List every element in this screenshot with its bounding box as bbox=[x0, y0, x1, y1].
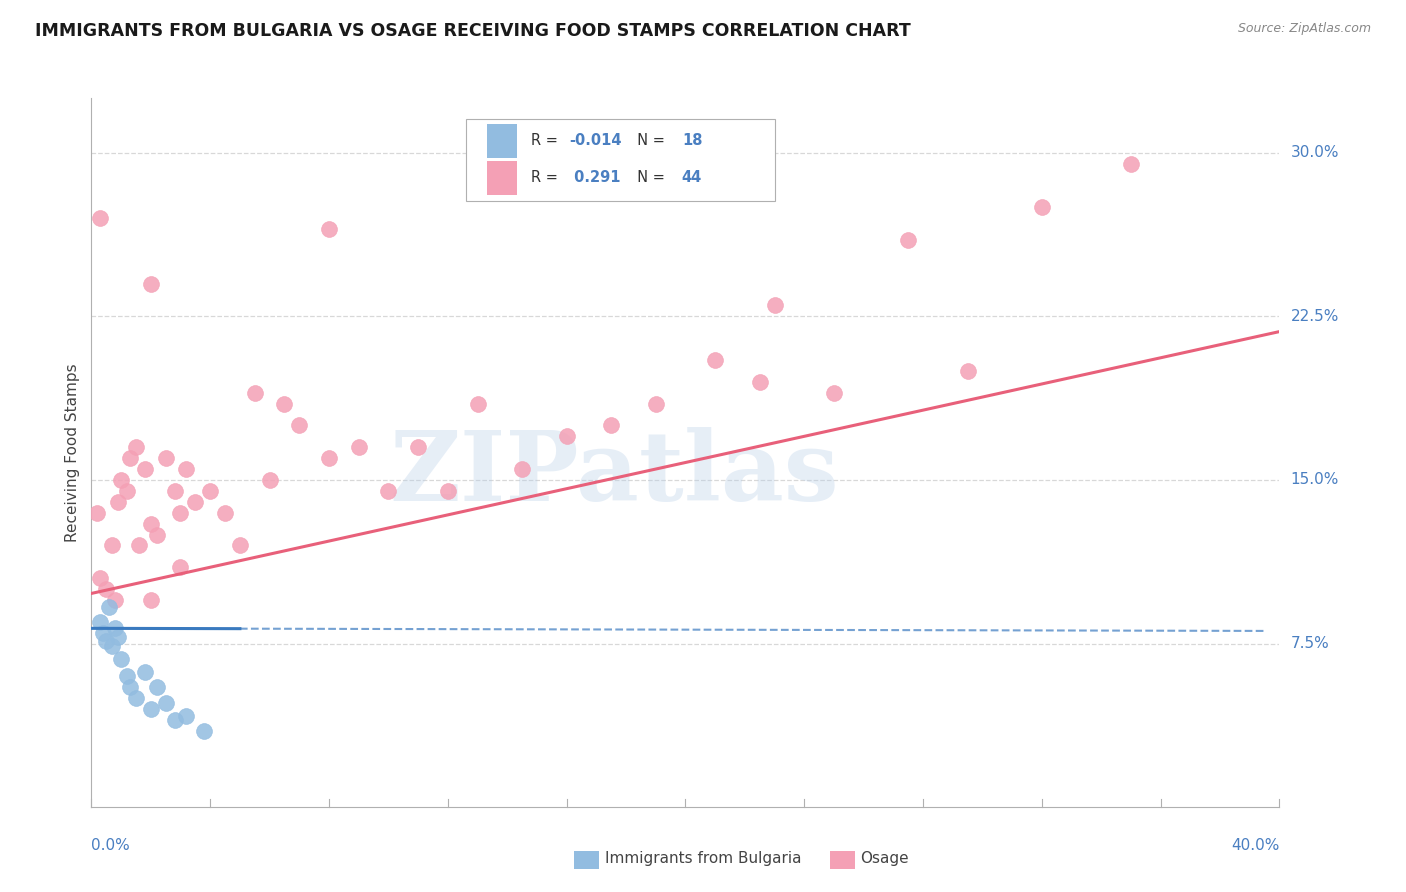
Point bbox=[176, 708, 198, 723]
Point bbox=[134, 462, 156, 476]
FancyBboxPatch shape bbox=[465, 120, 775, 201]
Point bbox=[467, 396, 489, 410]
Point bbox=[139, 277, 162, 291]
Point bbox=[125, 440, 148, 454]
Point bbox=[176, 462, 198, 476]
Text: 40.0%: 40.0% bbox=[1232, 838, 1279, 853]
Text: Osage: Osage bbox=[860, 851, 910, 865]
Point bbox=[118, 680, 141, 694]
Point bbox=[89, 615, 111, 629]
Text: 7.5%: 7.5% bbox=[1291, 636, 1329, 651]
Point bbox=[704, 353, 727, 368]
Point bbox=[96, 634, 118, 648]
Point bbox=[139, 516, 162, 531]
Text: 15.0%: 15.0% bbox=[1291, 473, 1339, 487]
Point bbox=[125, 691, 148, 706]
Text: 0.0%: 0.0% bbox=[91, 838, 131, 853]
Point bbox=[89, 211, 111, 226]
Point bbox=[139, 593, 162, 607]
Point bbox=[115, 483, 138, 498]
Point bbox=[214, 506, 236, 520]
Point bbox=[98, 599, 121, 614]
Point bbox=[104, 621, 127, 635]
Point bbox=[555, 429, 578, 443]
Text: R =: R = bbox=[531, 170, 562, 185]
Point bbox=[318, 222, 340, 236]
Point bbox=[145, 527, 167, 541]
Text: 0.291: 0.291 bbox=[569, 170, 620, 185]
Text: -0.014: -0.014 bbox=[569, 133, 621, 148]
Text: N =: N = bbox=[628, 170, 669, 185]
Point bbox=[101, 538, 124, 552]
Point bbox=[169, 506, 191, 520]
Point bbox=[347, 440, 370, 454]
Text: Source: ZipAtlas.com: Source: ZipAtlas.com bbox=[1237, 22, 1371, 36]
Point bbox=[155, 696, 177, 710]
Text: 18: 18 bbox=[682, 133, 703, 148]
Point bbox=[1119, 156, 1142, 170]
Text: 22.5%: 22.5% bbox=[1291, 309, 1339, 324]
FancyBboxPatch shape bbox=[486, 124, 517, 158]
Text: ZIPatlas: ZIPatlas bbox=[389, 427, 839, 521]
Point bbox=[193, 723, 215, 738]
Point bbox=[169, 560, 191, 574]
Point bbox=[86, 506, 108, 520]
Point bbox=[128, 538, 150, 552]
Text: Immigrants from Bulgaria: Immigrants from Bulgaria bbox=[605, 851, 801, 865]
Point bbox=[229, 538, 252, 552]
Point bbox=[184, 495, 207, 509]
Point bbox=[134, 665, 156, 679]
Point bbox=[510, 462, 533, 476]
Point bbox=[897, 233, 920, 247]
Point bbox=[763, 298, 786, 312]
Point bbox=[110, 473, 132, 487]
Point bbox=[823, 385, 845, 400]
Point bbox=[145, 680, 167, 694]
Text: R =: R = bbox=[531, 133, 562, 148]
Point bbox=[259, 473, 281, 487]
Point bbox=[1031, 200, 1053, 214]
Point bbox=[200, 483, 222, 498]
Point bbox=[273, 396, 295, 410]
Point bbox=[288, 418, 311, 433]
Point bbox=[377, 483, 399, 498]
Point bbox=[118, 451, 141, 466]
Point bbox=[104, 593, 127, 607]
Point bbox=[139, 702, 162, 716]
Point bbox=[318, 451, 340, 466]
Point bbox=[956, 364, 979, 378]
Text: 30.0%: 30.0% bbox=[1291, 145, 1339, 161]
Text: N =: N = bbox=[628, 133, 669, 148]
Y-axis label: Receiving Food Stamps: Receiving Food Stamps bbox=[65, 363, 80, 542]
Point bbox=[644, 396, 666, 410]
Point bbox=[406, 440, 429, 454]
Point bbox=[110, 652, 132, 666]
FancyBboxPatch shape bbox=[486, 161, 517, 194]
Point bbox=[600, 418, 623, 433]
Text: 44: 44 bbox=[682, 170, 702, 185]
Point bbox=[107, 630, 129, 644]
Point bbox=[163, 713, 186, 727]
Point bbox=[163, 483, 186, 498]
Text: IMMIGRANTS FROM BULGARIA VS OSAGE RECEIVING FOOD STAMPS CORRELATION CHART: IMMIGRANTS FROM BULGARIA VS OSAGE RECEIV… bbox=[35, 22, 911, 40]
Point bbox=[748, 375, 770, 389]
Point bbox=[96, 582, 118, 596]
Point bbox=[115, 669, 138, 683]
Point bbox=[243, 385, 266, 400]
Point bbox=[155, 451, 177, 466]
Point bbox=[101, 639, 124, 653]
Point bbox=[89, 571, 111, 585]
Point bbox=[436, 483, 458, 498]
Point bbox=[91, 625, 114, 640]
Point bbox=[107, 495, 129, 509]
